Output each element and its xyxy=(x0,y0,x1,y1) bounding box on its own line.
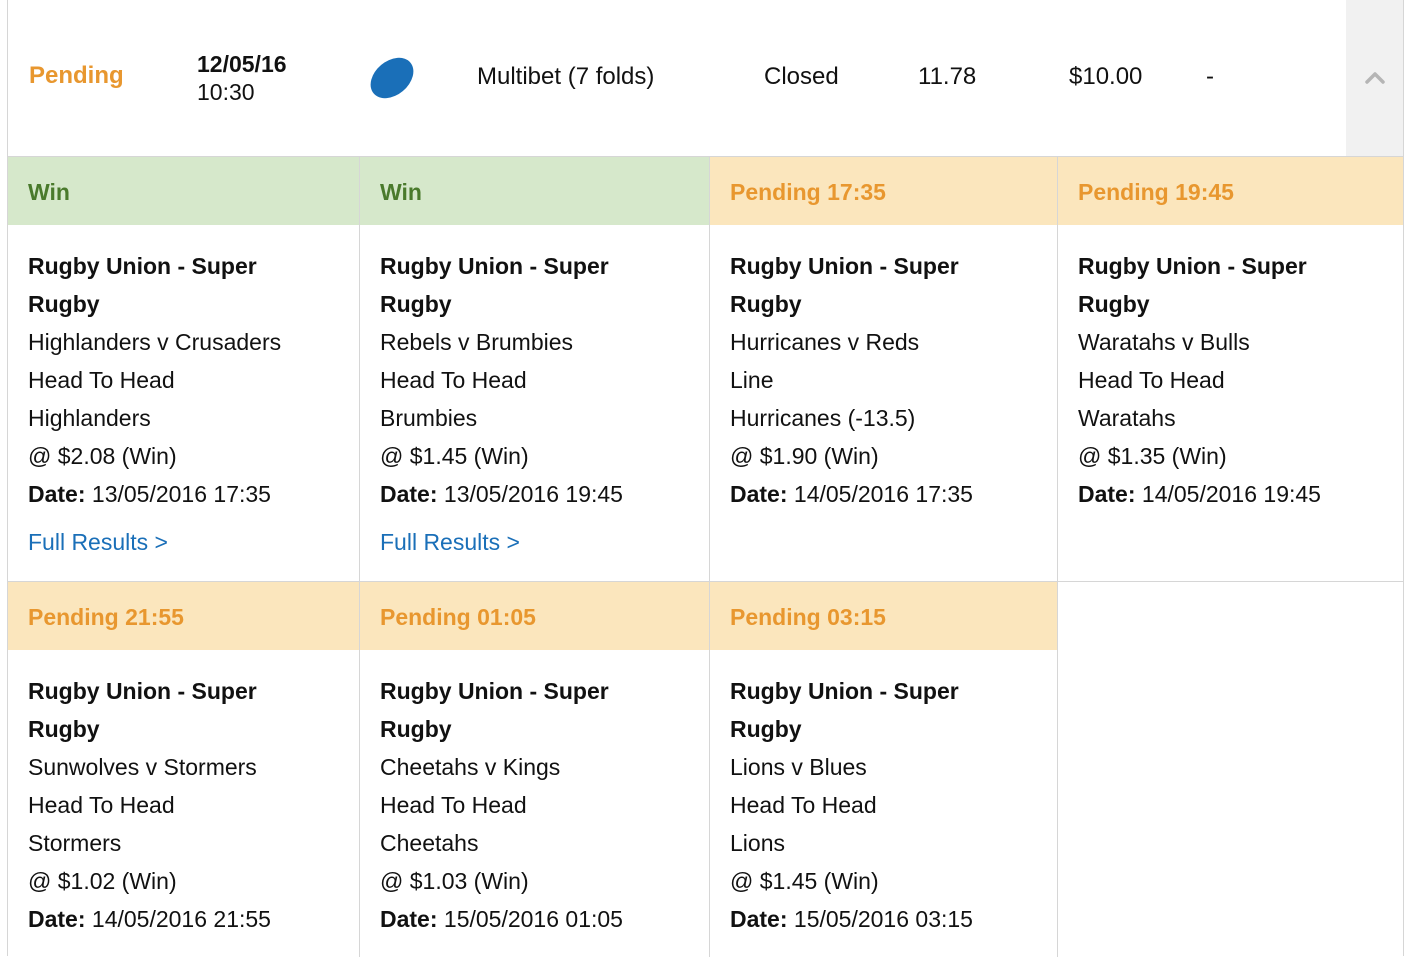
bet-placed-date: 12/05/16 xyxy=(197,51,287,77)
leg-status: Pending 19:45 xyxy=(1058,157,1403,225)
leg-date-value: 15/05/2016 03:15 xyxy=(793,906,973,932)
leg-status: Pending 17:35 xyxy=(710,157,1057,225)
leg-match: Rebels v Brumbies xyxy=(380,329,574,355)
leg-date-value: 13/05/2016 19:45 xyxy=(443,481,623,507)
bet-placed-time: 10:30 xyxy=(197,79,255,105)
full-results-link[interactable]: Full Results > xyxy=(28,529,168,555)
leg-match: Lions v Blues xyxy=(730,754,867,780)
leg-category: Rugby Union - Super Rugby xyxy=(730,253,959,317)
leg-status: Pending 03:15 xyxy=(710,582,1057,650)
leg-date: Date: 13/05/2016 17:35 xyxy=(28,475,339,513)
bet-stake: $10.00 xyxy=(1069,63,1143,90)
leg-status: Pending 01:05 xyxy=(360,582,709,650)
leg-category: Rugby Union - Super Rugby xyxy=(380,678,609,742)
bet-summary-row[interactable]: Pending 12/05/16 10:30 Multibet (7 folds… xyxy=(8,0,1403,156)
chevron-up-icon xyxy=(1365,72,1385,84)
rugby-ball-icon xyxy=(369,55,415,101)
leg-selection: Stormers xyxy=(28,830,122,856)
leg-market: Head To Head xyxy=(28,792,175,818)
leg-price: @ $1.02 (Win) xyxy=(28,868,177,894)
leg-category: Rugby Union - Super Rugby xyxy=(28,253,257,317)
leg-match: Hurricanes v Reds xyxy=(730,329,920,355)
leg-date-value: 13/05/2016 17:35 xyxy=(91,481,271,507)
leg-card: Pending 03:15 Rugby Union - Super Rugby … xyxy=(710,582,1057,957)
date-label: Date: xyxy=(1078,481,1136,507)
leg-date-value: 14/05/2016 19:45 xyxy=(1141,481,1321,507)
leg-card: Pending 19:45 Rugby Union - Super Rugby … xyxy=(1058,157,1403,581)
leg-card: Win Rugby Union - Super Rugby Highlander… xyxy=(8,157,359,581)
leg-status: Win xyxy=(8,157,359,225)
leg-price: @ $2.08 (Win) xyxy=(28,443,177,469)
divider xyxy=(709,157,710,957)
leg-date: Date: 14/05/2016 19:45 xyxy=(1078,475,1383,513)
bet-odds: 11.78 xyxy=(918,63,977,90)
legs-grid: Win Rugby Union - Super Rugby Highlander… xyxy=(8,156,1403,957)
leg-price: @ $1.03 (Win) xyxy=(380,868,529,894)
full-results-link[interactable]: Full Results > xyxy=(380,529,520,555)
leg-category: Rugby Union - Super Rugby xyxy=(730,678,959,742)
leg-date: Date: 14/05/2016 17:35 xyxy=(730,475,1037,513)
leg-card: Win Rugby Union - Super Rugby Rebels v B… xyxy=(360,157,709,581)
bet-returns: - xyxy=(1206,63,1214,90)
leg-market: Line xyxy=(730,367,774,393)
bet-card: Pending 12/05/16 10:30 Multibet (7 folds… xyxy=(7,0,1404,957)
leg-card: Pending 21:55 Rugby Union - Super Rugby … xyxy=(8,582,359,957)
leg-selection: Highlanders xyxy=(28,405,151,431)
bet-type: Multibet (7 folds) xyxy=(477,63,655,90)
bet-placed-datetime: 12/05/16 10:30 xyxy=(197,50,287,106)
leg-match: Highlanders v Crusaders xyxy=(28,329,282,355)
leg-date-value: 14/05/2016 17:35 xyxy=(793,481,973,507)
leg-status: Win xyxy=(360,157,709,225)
date-label: Date: xyxy=(730,906,788,932)
date-label: Date: xyxy=(380,906,438,932)
leg-category: Rugby Union - Super Rugby xyxy=(1078,253,1307,317)
leg-date-value: 15/05/2016 01:05 xyxy=(443,906,623,932)
leg-market: Head To Head xyxy=(380,792,527,818)
leg-selection: Lions xyxy=(730,830,785,856)
date-label: Date: xyxy=(380,481,438,507)
leg-price: @ $1.90 (Win) xyxy=(730,443,879,469)
leg-market: Head To Head xyxy=(28,367,175,393)
leg-card: Pending 01:05 Rugby Union - Super Rugby … xyxy=(360,582,709,957)
leg-selection: Brumbies xyxy=(380,405,478,431)
leg-card: Pending 17:35 Rugby Union - Super Rugby … xyxy=(710,157,1057,581)
leg-match: Cheetahs v Kings xyxy=(380,754,561,780)
leg-selection: Hurricanes (-13.5) xyxy=(730,405,916,431)
leg-category: Rugby Union - Super Rugby xyxy=(380,253,609,317)
date-label: Date: xyxy=(28,481,86,507)
leg-category: Rugby Union - Super Rugby xyxy=(28,678,257,742)
leg-market: Head To Head xyxy=(380,367,527,393)
divider xyxy=(8,581,1403,582)
leg-status: Pending 21:55 xyxy=(8,582,359,650)
leg-market: Head To Head xyxy=(1078,367,1225,393)
leg-market: Head To Head xyxy=(730,792,877,818)
leg-price: @ $1.45 (Win) xyxy=(380,443,529,469)
date-label: Date: xyxy=(730,481,788,507)
date-label: Date: xyxy=(28,906,86,932)
leg-match: Waratahs v Bulls xyxy=(1078,329,1250,355)
leg-date: Date: 15/05/2016 01:05 xyxy=(380,900,689,938)
leg-price: @ $1.45 (Win) xyxy=(730,868,879,894)
leg-date: Date: 13/05/2016 19:45 xyxy=(380,475,689,513)
leg-date: Date: 14/05/2016 21:55 xyxy=(28,900,339,938)
bet-market-status: Closed xyxy=(764,63,839,90)
leg-selection: Waratahs xyxy=(1078,405,1176,431)
leg-date-value: 14/05/2016 21:55 xyxy=(91,906,271,932)
leg-price: @ $1.35 (Win) xyxy=(1078,443,1227,469)
leg-selection: Cheetahs xyxy=(380,830,479,856)
collapse-button[interactable] xyxy=(1346,0,1403,156)
divider xyxy=(1057,157,1058,957)
leg-match: Sunwolves v Stormers xyxy=(28,754,257,780)
bet-result-status: Pending xyxy=(29,62,124,89)
leg-date: Date: 15/05/2016 03:15 xyxy=(730,900,1037,938)
divider xyxy=(359,157,360,957)
